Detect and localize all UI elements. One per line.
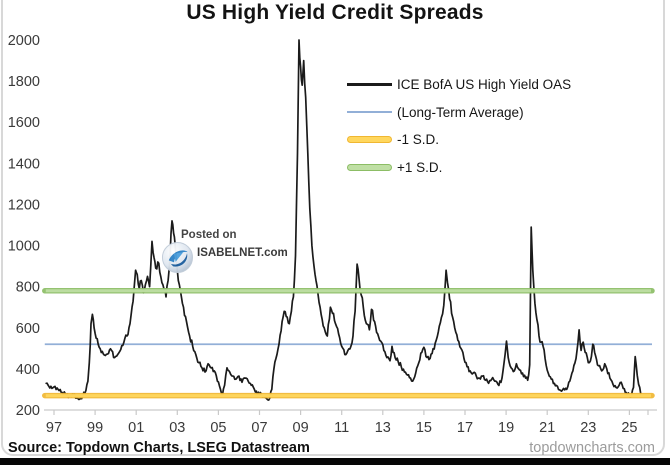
- source-credit: Source: Topdown Charts, LSEG Datastream: [8, 440, 310, 456]
- legend-item: -1 S.D.: [347, 126, 571, 154]
- legend-label: (Long-Term Average): [397, 104, 524, 120]
- svg-text:23: 23: [580, 420, 596, 436]
- legend-item: +1 S.D.: [347, 154, 571, 182]
- svg-text:600: 600: [16, 321, 40, 337]
- chart-title: US High Yield Credit Spreads: [186, 1, 484, 24]
- legend-band-swatch: [347, 163, 392, 171]
- y-axis-labels: 2000 1800 1600 1400 1200 1000 800 600 400 200: [8, 33, 40, 419]
- legend-item: (Long-Term Average): [347, 99, 571, 127]
- website-credit: topdowncharts.com: [529, 440, 655, 456]
- svg-text:2000: 2000: [8, 33, 40, 49]
- x-axis-labels: 97 99 01 03 05 07 09 11 13 15 17 19 21 23 25: [46, 420, 638, 436]
- svg-text:21: 21: [539, 420, 555, 436]
- svg-text:1600: 1600: [8, 115, 40, 131]
- chart-legend: ICE BofA US High Yield OAS (Long-Term Ave…: [347, 71, 571, 181]
- svg-text:800: 800: [16, 280, 40, 296]
- svg-text:13: 13: [375, 420, 391, 436]
- hy-oas-series-line: [45, 39, 642, 401]
- svg-text:1200: 1200: [8, 197, 40, 213]
- svg-text:15: 15: [416, 420, 432, 436]
- legend-line-swatch: [347, 83, 392, 87]
- legend-label: +1 S.D.: [397, 159, 443, 175]
- isabelnet-globe-icon: [161, 241, 194, 274]
- svg-text:07: 07: [251, 420, 267, 436]
- legend-band-swatch: [347, 136, 392, 144]
- legend-item: ICE BofA US High Yield OAS: [347, 71, 571, 99]
- watermark-isabelnet: ISABELNET.com: [197, 247, 288, 259]
- legend-line-swatch: [347, 111, 392, 114]
- x-axis: [44, 409, 657, 415]
- svg-text:400: 400: [16, 362, 40, 378]
- svg-text:01: 01: [128, 420, 144, 436]
- svg-text:11: 11: [334, 420, 349, 436]
- svg-text:200: 200: [16, 403, 40, 419]
- svg-text:05: 05: [210, 420, 226, 436]
- sd-band-lines: [42, 288, 655, 399]
- svg-text:09: 09: [293, 420, 309, 436]
- watermark-posted-on: Posted on: [181, 229, 237, 241]
- legend-label: ICE BofA US High Yield OAS: [397, 77, 572, 93]
- bottom-black-bar: [0, 458, 670, 465]
- svg-text:03: 03: [169, 420, 185, 436]
- svg-text:97: 97: [46, 420, 62, 436]
- svg-text:17: 17: [457, 420, 473, 436]
- legend-label: -1 S.D.: [397, 132, 440, 148]
- watermark: Posted on ISABELNET.com: [158, 226, 298, 278]
- svg-text:1800: 1800: [8, 74, 40, 90]
- svg-text:1400: 1400: [8, 156, 40, 172]
- svg-text:25: 25: [621, 420, 637, 436]
- svg-text:19: 19: [498, 420, 514, 436]
- svg-text:1000: 1000: [8, 239, 40, 255]
- svg-text:99: 99: [87, 420, 103, 436]
